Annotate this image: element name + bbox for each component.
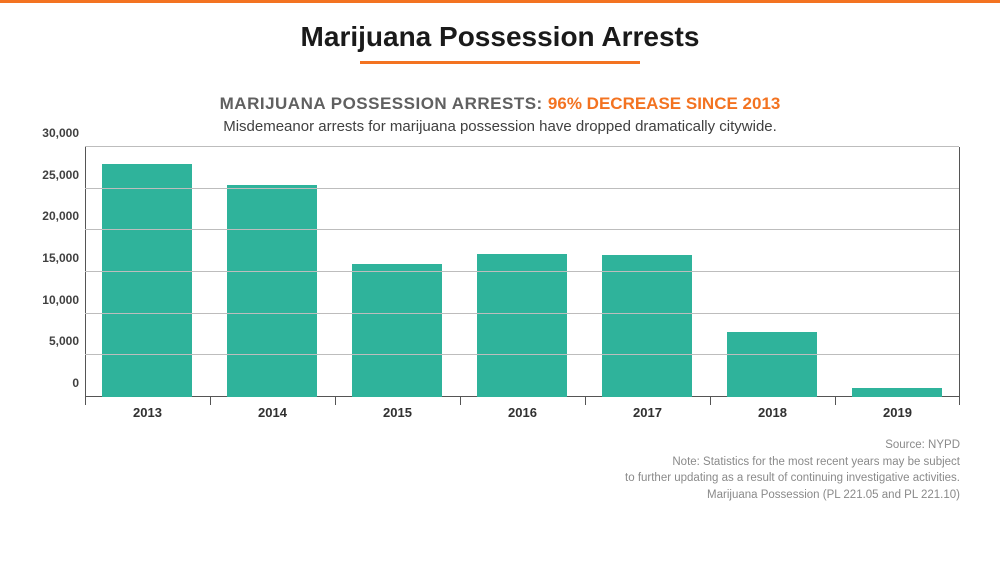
- x-tick-slot: 2014: [210, 397, 335, 427]
- bar-slot: [834, 147, 959, 397]
- bar-slot: [210, 147, 335, 397]
- y-tick-label: 30,000: [42, 126, 85, 140]
- gridline: [85, 313, 959, 314]
- gridline: [85, 229, 959, 230]
- x-tick-mark: [85, 397, 86, 405]
- gridline: [85, 146, 959, 147]
- bar-slot: [85, 147, 210, 397]
- bar: [477, 254, 567, 397]
- x-tick-mark: [335, 397, 336, 405]
- x-tick-slot: 2016: [460, 397, 585, 427]
- x-tick-slot: 2013: [85, 397, 210, 427]
- bar-slot: [335, 147, 460, 397]
- note-line: Note: Statistics for the most recent yea…: [0, 454, 960, 471]
- x-tick-slot: 2015: [335, 397, 460, 427]
- bar: [352, 264, 442, 397]
- bar-chart: 05,00010,00015,00020,00025,00030,000 201…: [30, 147, 970, 427]
- bar: [227, 185, 317, 398]
- page-title: Marijuana Possession Arrests: [0, 21, 1000, 53]
- x-tick-mark: [710, 397, 711, 405]
- bar: [852, 388, 942, 397]
- bar: [602, 255, 692, 397]
- note-line: to further updating as a result of conti…: [0, 470, 960, 487]
- x-tick-label: 2018: [710, 397, 835, 420]
- y-tick-label: 15,000: [42, 251, 85, 265]
- x-tick-mark: [959, 397, 960, 405]
- bar-slot: [460, 147, 585, 397]
- x-tick-mark: [835, 397, 836, 405]
- x-tick-mark: [210, 397, 211, 405]
- y-tick-label: 10,000: [42, 293, 85, 307]
- x-tick-label: 2013: [85, 397, 210, 420]
- subtitle-row: MARIJUANA POSSESSION ARRESTS: 96% DECREA…: [0, 94, 1000, 114]
- top-accent-rule: [0, 0, 1000, 3]
- x-tick-label: 2016: [460, 397, 585, 420]
- subtitle-accent: 96% DECREASE SINCE 2013: [548, 94, 780, 113]
- x-ticks: 2013201420152016201720182019: [85, 397, 960, 427]
- x-tick-mark: [585, 397, 586, 405]
- bar: [727, 332, 817, 397]
- title-underline: [360, 61, 640, 64]
- note-line: Marijuana Possession (PL 221.05 and PL 2…: [0, 487, 960, 504]
- bar-slot: [709, 147, 834, 397]
- x-tick-label: 2015: [335, 397, 460, 420]
- bar: [102, 164, 192, 397]
- note-line: Source: NYPD: [0, 437, 960, 454]
- bar-slot: [584, 147, 709, 397]
- subtitle-prefix: MARIJUANA POSSESSION ARRESTS:: [220, 94, 548, 113]
- x-tick-label: 2014: [210, 397, 335, 420]
- x-tick-label: 2017: [585, 397, 710, 420]
- bars-container: [85, 147, 959, 397]
- y-tick-label: 25,000: [42, 168, 85, 182]
- gridline: [85, 354, 959, 355]
- x-tick-label: 2019: [835, 397, 960, 420]
- x-tick-slot: 2019: [835, 397, 960, 427]
- x-tick-slot: 2017: [585, 397, 710, 427]
- x-tick-slot: 2018: [710, 397, 835, 427]
- gridline: [85, 188, 959, 189]
- subtitle-description: Misdemeanor arrests for marijuana posses…: [0, 118, 1000, 135]
- y-tick-label: 20,000: [42, 209, 85, 223]
- gridline: [85, 271, 959, 272]
- source-notes: Source: NYPDNote: Statistics for the mos…: [0, 437, 960, 504]
- plot-region: 05,00010,00015,00020,00025,00030,000: [85, 147, 960, 397]
- y-tick-label: 0: [72, 376, 85, 390]
- y-tick-label: 5,000: [49, 334, 85, 348]
- x-tick-mark: [460, 397, 461, 405]
